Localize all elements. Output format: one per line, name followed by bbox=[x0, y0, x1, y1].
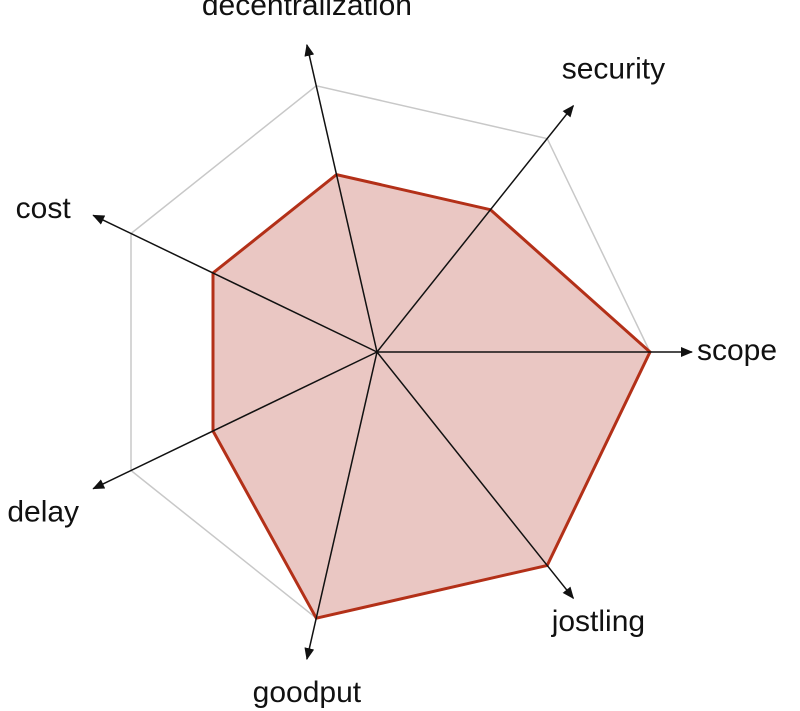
axis-label-scope: scope bbox=[697, 334, 777, 367]
series-area bbox=[211, 172, 652, 620]
axis-line-goodput bbox=[304, 351, 378, 661]
axis-line-jostling bbox=[376, 351, 575, 600]
axis-label-goodput: goodput bbox=[253, 676, 362, 709]
axis-label-jostling: jostling bbox=[551, 605, 645, 638]
series-polygon-1 bbox=[211, 172, 652, 620]
axis-label-delay: delay bbox=[7, 496, 79, 529]
axis-labels: scope security decentralization cost delay go… bbox=[7, 0, 777, 709]
axis-line-delay bbox=[92, 351, 378, 490]
axis-line-security bbox=[376, 104, 575, 353]
axis-label-security: security bbox=[562, 53, 665, 86]
axis-label-cost: cost bbox=[16, 192, 72, 225]
axis-label-decentralization: decentralization bbox=[202, 0, 412, 22]
axes bbox=[92, 43, 693, 661]
axis-line-decentralization bbox=[304, 43, 378, 353]
axis-line-cost bbox=[92, 214, 378, 353]
